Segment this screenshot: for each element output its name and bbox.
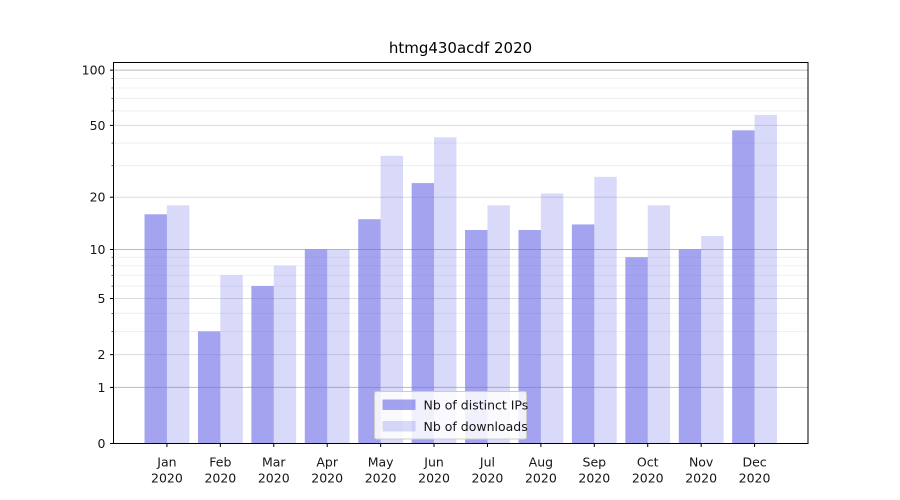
bar-ips: [304, 249, 328, 444]
bar-downloads: [434, 137, 457, 444]
y-tick-label: 50: [90, 118, 106, 133]
bar-ips: [678, 249, 702, 444]
bar-ips: [197, 331, 221, 444]
bar-downloads: [540, 193, 564, 444]
legend-swatch-ips: [382, 399, 416, 410]
bar-ips: [518, 230, 541, 444]
x-tick-label-month: Apr: [316, 455, 338, 470]
bar-downloads: [647, 205, 671, 444]
x-tick-label-year: 2020: [632, 471, 664, 486]
chart-title: htmg430acdf 2020: [388, 39, 533, 57]
y-tick-label: 2: [98, 347, 106, 362]
bar-downloads: [273, 265, 297, 444]
x-tick-label-month: Aug: [529, 455, 553, 470]
axes-border: [113, 62, 809, 444]
bar-downloads: [594, 176, 617, 444]
y-tick-label: 0: [98, 436, 106, 451]
bar-ips: [625, 257, 648, 444]
y-tick-label: 5: [98, 291, 106, 306]
x-tick-label-year: 2020: [685, 471, 717, 486]
bar-ips: [571, 224, 595, 444]
x-tick-label-month: Mar: [262, 455, 286, 470]
legend-swatch-downloads: [382, 421, 416, 432]
x-tick-label-year: 2020: [739, 471, 771, 486]
x-tick-label-month: Jun: [423, 455, 444, 470]
y-tick-label: 100: [82, 63, 106, 78]
y-tick-label: 1: [98, 380, 106, 395]
bar-downloads: [327, 249, 350, 444]
bar-downloads: [380, 155, 404, 444]
x-tick-label-year: 2020: [204, 471, 236, 486]
x-tick-label-month: May: [368, 455, 394, 470]
bar-ips: [465, 230, 488, 444]
bar-ips: [358, 219, 381, 444]
x-tick-label-month: Sep: [583, 455, 607, 470]
y-tick-label: 20: [90, 190, 106, 205]
legend-label-ips: Nb of distinct IPs: [424, 398, 529, 413]
x-tick-label-year: 2020: [311, 471, 343, 486]
x-tick-label-year: 2020: [365, 471, 397, 486]
x-tick-label-month: Oct: [637, 455, 659, 470]
x-tick-label-month: Feb: [209, 455, 231, 470]
x-tick-label-month: Jan: [156, 455, 176, 470]
x-tick-label-year: 2020: [258, 471, 290, 486]
x-tick-label-month: Jul: [479, 455, 495, 470]
x-tick-label-year: 2020: [472, 471, 504, 486]
bar-ips: [144, 214, 167, 444]
x-tick-label-month: Nov: [689, 455, 714, 470]
bar-downloads: [701, 235, 724, 444]
bar-downloads: [166, 205, 190, 444]
bar-ips: [411, 183, 435, 444]
bar-ips: [732, 130, 755, 444]
bar-downloads: [487, 205, 510, 444]
x-tick-label-year: 2020: [418, 471, 450, 486]
x-tick-label-year: 2020: [578, 471, 610, 486]
y-tick-label: 10: [90, 242, 106, 257]
x-tick-label-month: Dec: [742, 455, 766, 470]
x-tick-label-year: 2020: [151, 471, 183, 486]
bar-downloads: [220, 275, 243, 444]
legend-label-downloads: Nb of downloads: [424, 419, 528, 434]
bar-ips: [251, 286, 274, 444]
bar-downloads: [754, 115, 777, 444]
x-tick-label-year: 2020: [525, 471, 557, 486]
